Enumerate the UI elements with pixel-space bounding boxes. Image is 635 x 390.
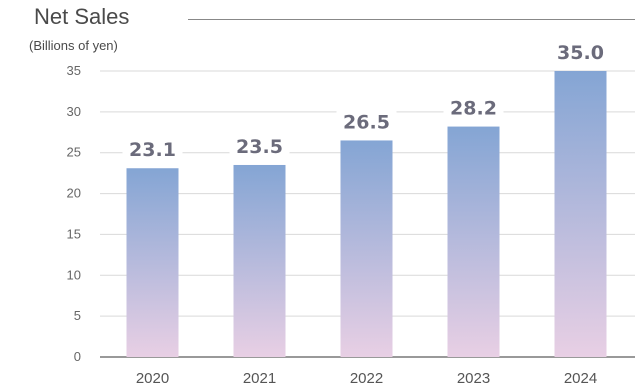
data-labels: 23.1 23.5 26.5 28.2 35.0 [122,40,611,162]
chart-title: Net Sales [34,4,130,29]
y-tick-label: 15 [67,226,81,241]
y-tick-label: 20 [67,186,81,201]
y-tick-labels: 0 5 10 15 20 25 30 35 [67,63,81,364]
x-tick-labels: 2020 2021 2022 2023 2024 [136,370,597,387]
bar-2020 [126,168,179,357]
y-tick-label: 35 [67,63,81,78]
bar-2024 [554,71,607,357]
x-tick-label-2020: 2020 [136,370,169,387]
y-tick-label: 30 [67,104,81,119]
bar-2023 [447,126,500,358]
bar-2021 [233,164,286,357]
x-tick-label-2021: 2021 [243,370,276,387]
data-label-2024: 35.0 [557,42,604,64]
y-tick-label: 0 [74,349,81,364]
data-label-2021: 23.5 [236,136,283,158]
y-tick-label: 5 [74,308,81,323]
data-label-background [122,137,183,162]
y-tick-label: 25 [67,145,81,160]
y-tick-label: 10 [67,267,81,282]
bar-2022 [340,140,393,357]
y-axis-unit-label: (Billions of yen) [29,38,118,53]
bars [126,71,607,358]
x-tick-label-2022: 2022 [350,370,383,387]
data-label-background [443,95,504,120]
title-rule [188,19,635,20]
data-label-2020: 23.1 [129,139,176,161]
data-label-background [229,133,290,158]
data-label-background [550,40,611,64]
x-tick-label-2024: 2024 [564,370,597,387]
data-label-2023: 28.2 [450,98,497,120]
data-label-2022: 26.5 [343,111,390,133]
x-tick-label-2023: 2023 [457,370,490,387]
data-label-background [336,109,397,134]
